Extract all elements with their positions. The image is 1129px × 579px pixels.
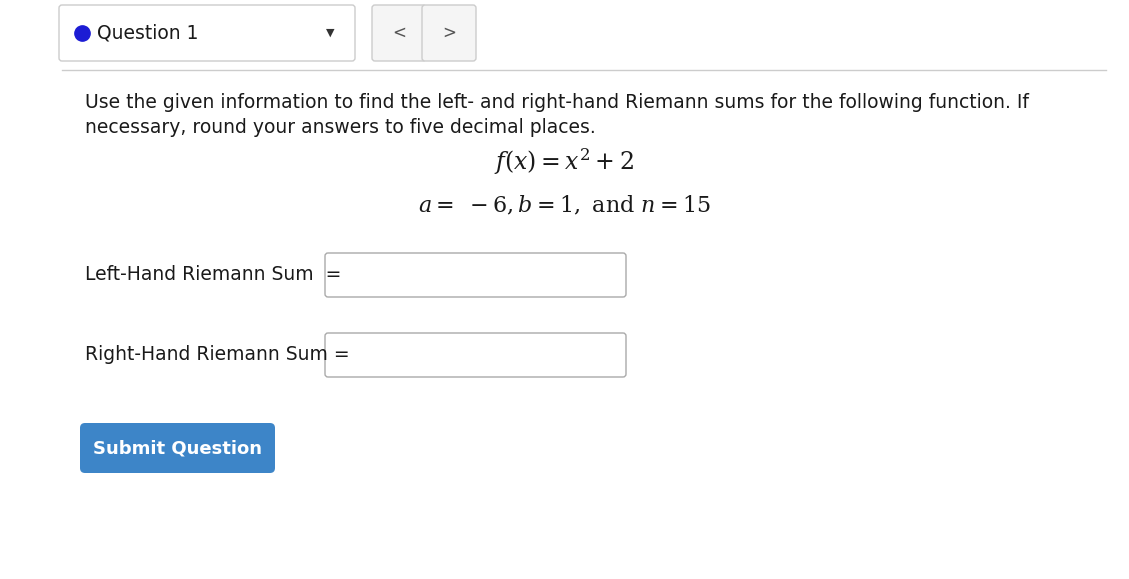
FancyBboxPatch shape — [371, 5, 426, 61]
Text: necessary, round your answers to five decimal places.: necessary, round your answers to five de… — [85, 118, 596, 137]
FancyBboxPatch shape — [80, 423, 275, 473]
FancyBboxPatch shape — [422, 5, 476, 61]
Text: Left-Hand Riemann Sum  =: Left-Hand Riemann Sum = — [85, 266, 341, 284]
Text: ▼: ▼ — [326, 28, 334, 38]
Text: Submit Question: Submit Question — [93, 439, 262, 457]
Text: <: < — [392, 24, 406, 42]
Text: Right-Hand Riemann Sum =: Right-Hand Riemann Sum = — [85, 346, 350, 365]
FancyBboxPatch shape — [325, 333, 625, 377]
FancyBboxPatch shape — [325, 253, 625, 297]
Text: Question 1: Question 1 — [97, 24, 199, 42]
Text: $f(x) = x^2 + 2$: $f(x) = x^2 + 2$ — [495, 146, 633, 177]
FancyBboxPatch shape — [59, 5, 355, 61]
Text: Use the given information to find the left- and right-hand Riemann sums for the : Use the given information to find the le… — [85, 93, 1029, 112]
Text: $a = \ - 6, b = 1, \text{ and } n = 15$: $a = \ - 6, b = 1, \text{ and } n = 15$ — [418, 193, 710, 217]
Text: >: > — [441, 24, 456, 42]
